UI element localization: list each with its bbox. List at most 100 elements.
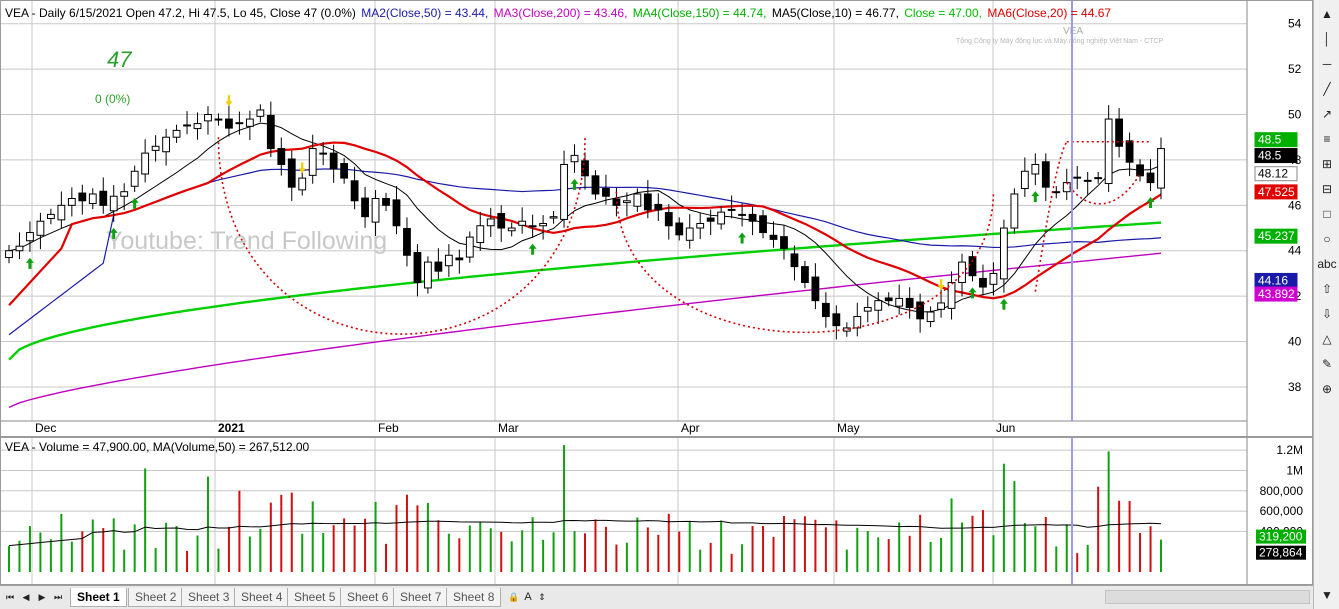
ray-icon[interactable]: ↗ xyxy=(1321,107,1333,121)
candle-body xyxy=(706,217,715,222)
volume-bar xyxy=(1065,524,1068,572)
candle-body xyxy=(581,160,589,177)
triangle-icon[interactable]: △ xyxy=(1322,332,1332,346)
candle-body xyxy=(413,252,422,284)
zoom-icon[interactable]: ⊕ xyxy=(1321,382,1333,396)
volume-bar xyxy=(678,531,681,572)
candle-body xyxy=(486,218,495,227)
legend-item-close: Close = 47.00, xyxy=(904,6,982,20)
sheet-tab[interactable]: Sheet 8 xyxy=(446,588,502,607)
volume-bar xyxy=(458,538,461,572)
ellipse-icon[interactable]: ○ xyxy=(1323,232,1331,246)
arrow-up-icon[interactable]: ⇧ xyxy=(1321,282,1333,296)
volume-bar xyxy=(364,518,367,572)
prev-sheet-icon[interactable]: ◀ xyxy=(22,592,30,602)
pencil-icon[interactable]: ✎ xyxy=(1321,357,1333,371)
candle-body xyxy=(434,261,443,272)
volume-bar xyxy=(866,530,869,572)
candle-body xyxy=(1104,118,1113,185)
volume-bar xyxy=(112,518,115,572)
sheet-tab[interactable]: Sheet 2 xyxy=(128,588,184,607)
link-sheet-icon[interactable]: ⇕ xyxy=(538,592,546,602)
candle-body xyxy=(947,282,956,309)
next-sheet-icon[interactable]: ▶ xyxy=(38,592,46,602)
candle-body xyxy=(738,213,746,216)
candle-body xyxy=(528,225,537,228)
fibonacci-icon[interactable]: ⊞ xyxy=(1321,157,1333,171)
volume-bar xyxy=(542,539,545,572)
horizontal-scrollbar[interactable] xyxy=(1105,590,1310,604)
first-sheet-icon[interactable]: ⏮ xyxy=(5,592,15,602)
last-sheet-icon[interactable]: ⏭ xyxy=(53,592,63,602)
volume-bar xyxy=(426,502,429,572)
volume-bar xyxy=(49,539,52,572)
price-chart[interactable]: Youtube: Trend Following VEA Tổng Công t… xyxy=(1,1,1312,436)
volume-bar xyxy=(165,522,168,572)
volume-bar xyxy=(688,521,691,572)
price-y-tick: 38 xyxy=(1288,380,1302,394)
gann-icon[interactable]: ⊟ xyxy=(1321,182,1333,196)
arrow-down-icon[interactable]: ⇩ xyxy=(1321,307,1333,321)
rectangle-icon[interactable]: □ xyxy=(1323,207,1331,221)
vertical-line-icon[interactable]: │ xyxy=(1323,32,1331,46)
volume-bar xyxy=(144,468,147,572)
sheet-tab[interactable]: Sheet 4 xyxy=(234,588,290,607)
volume-bar xyxy=(751,526,754,572)
candle-body xyxy=(958,261,966,284)
volume-bar xyxy=(594,519,597,572)
lock-icon[interactable]: 🔒 xyxy=(508,592,520,602)
candle-body xyxy=(1125,140,1134,163)
price-x-axis: Dec 2021 Feb Mar Apr May Jun xyxy=(35,421,1015,435)
buy-arrow-icon xyxy=(570,178,579,190)
scroll-down-icon[interactable]: ▼ xyxy=(1321,588,1333,602)
text-icon[interactable]: abc xyxy=(1317,257,1337,271)
sheet-tab[interactable]: Sheet 1 xyxy=(70,588,127,607)
buy-arrow-icon xyxy=(1146,197,1155,209)
volume-bar xyxy=(1139,533,1142,572)
price-watermarks: Youtube: Trend Following VEA Tổng Công t… xyxy=(106,26,1164,255)
volume-bar xyxy=(940,537,943,572)
scroll-up-icon[interactable]: ▲ xyxy=(1321,7,1333,21)
candle-body xyxy=(989,272,998,285)
volume-bar xyxy=(1149,526,1152,572)
volume-bar xyxy=(269,502,272,572)
volume-bar xyxy=(311,501,314,572)
volume-bar xyxy=(468,525,471,572)
volume-bar xyxy=(824,527,827,572)
candle-body xyxy=(424,261,432,289)
volume-bar xyxy=(887,539,890,572)
sheet-tab[interactable]: Sheet 6 xyxy=(340,588,396,607)
cup-handle-arcs xyxy=(217,137,1151,335)
price-x-tick: Jun xyxy=(996,421,1015,435)
candle-body xyxy=(214,118,223,121)
parallel-lines-icon[interactable]: ≡ xyxy=(1323,132,1331,146)
buy-arrow-icon xyxy=(1031,191,1040,203)
candle-body xyxy=(832,313,841,327)
volume-bar xyxy=(1107,451,1110,572)
candle-body xyxy=(1041,161,1050,188)
candle-body xyxy=(1115,118,1124,147)
sheet-tab[interactable]: Sheet 7 xyxy=(393,588,449,607)
add-sheet-icon[interactable]: A xyxy=(524,591,532,603)
sheet-tab[interactable]: Sheet 5 xyxy=(287,588,343,607)
legend-item-ma6: MA6(Close,20) = 44.67 xyxy=(987,6,1112,20)
buy-arrow-icon xyxy=(109,227,118,239)
trend-line-icon[interactable]: ╱ xyxy=(1323,82,1331,96)
volume-bar xyxy=(290,492,293,572)
candle-body xyxy=(319,152,328,155)
candle-body xyxy=(539,222,548,227)
candle-body xyxy=(916,301,925,320)
sheet-tab[interactable]: Sheet 3 xyxy=(181,588,237,607)
candle-body xyxy=(141,152,150,175)
candle-body xyxy=(67,198,76,206)
price-chart-pane[interactable]: Youtube: Trend Following VEA Tổng Công t… xyxy=(0,0,1313,437)
horizontal-line-icon[interactable]: ─ xyxy=(1322,57,1332,71)
price-tag xyxy=(1254,148,1298,164)
volume-bar xyxy=(175,526,178,572)
candle-body xyxy=(602,188,610,197)
candle-body xyxy=(979,277,987,288)
candle-body xyxy=(455,257,464,261)
